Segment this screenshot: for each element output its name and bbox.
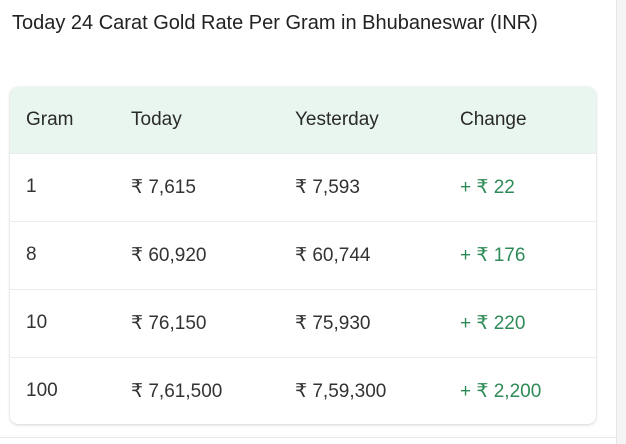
scrollbar-track[interactable] [616, 0, 626, 444]
cell-yesterday: ₹ 7,593 [295, 176, 360, 198]
header-change: Change [460, 108, 527, 130]
header-today: Today [131, 108, 182, 130]
cell-yesterday: ₹ 75,930 [295, 312, 371, 334]
cell-today: ₹ 76,150 [131, 312, 207, 334]
table-row: 1 ₹ 7,615 ₹ 7,593 + ₹ 22 [10, 153, 596, 221]
cell-gram: 1 [26, 176, 37, 197]
gold-rate-table: Gram Today Yesterday Change 1 ₹ 7,615 ₹ … [10, 87, 596, 424]
cell-today: ₹ 60,920 [131, 244, 207, 266]
cell-yesterday: ₹ 60,744 [295, 244, 371, 266]
cell-change: + ₹ 2,200 [460, 380, 542, 402]
table-row: 8 ₹ 60,920 ₹ 60,744 + ₹ 176 [10, 221, 596, 289]
cell-gram: 10 [26, 312, 48, 333]
cell-gram: 8 [26, 244, 37, 265]
cell-today: ₹ 7,615 [131, 176, 196, 198]
header-yesterday: Yesterday [295, 108, 379, 130]
page-title: Today 24 Carat Gold Rate Per Gram in Bhu… [12, 12, 538, 34]
cell-change: + ₹ 22 [460, 176, 515, 198]
cell-change: + ₹ 220 [460, 312, 526, 334]
cell-today: ₹ 7,61,500 [131, 380, 223, 402]
page-divider [0, 437, 616, 438]
cell-change: + ₹ 176 [460, 244, 526, 266]
table-header-row: Gram Today Yesterday Change [10, 87, 596, 153]
table-row: 10 ₹ 76,150 ₹ 75,930 + ₹ 220 [10, 289, 596, 357]
cell-gram: 100 [26, 380, 58, 402]
cell-yesterday: ₹ 7,59,300 [295, 380, 387, 402]
table-row: 100 ₹ 7,61,500 ₹ 7,59,300 + ₹ 2,200 [10, 357, 596, 424]
gold-rate-table-card: Gram Today Yesterday Change 1 ₹ 7,615 ₹ … [10, 87, 596, 424]
header-gram: Gram [26, 108, 74, 130]
